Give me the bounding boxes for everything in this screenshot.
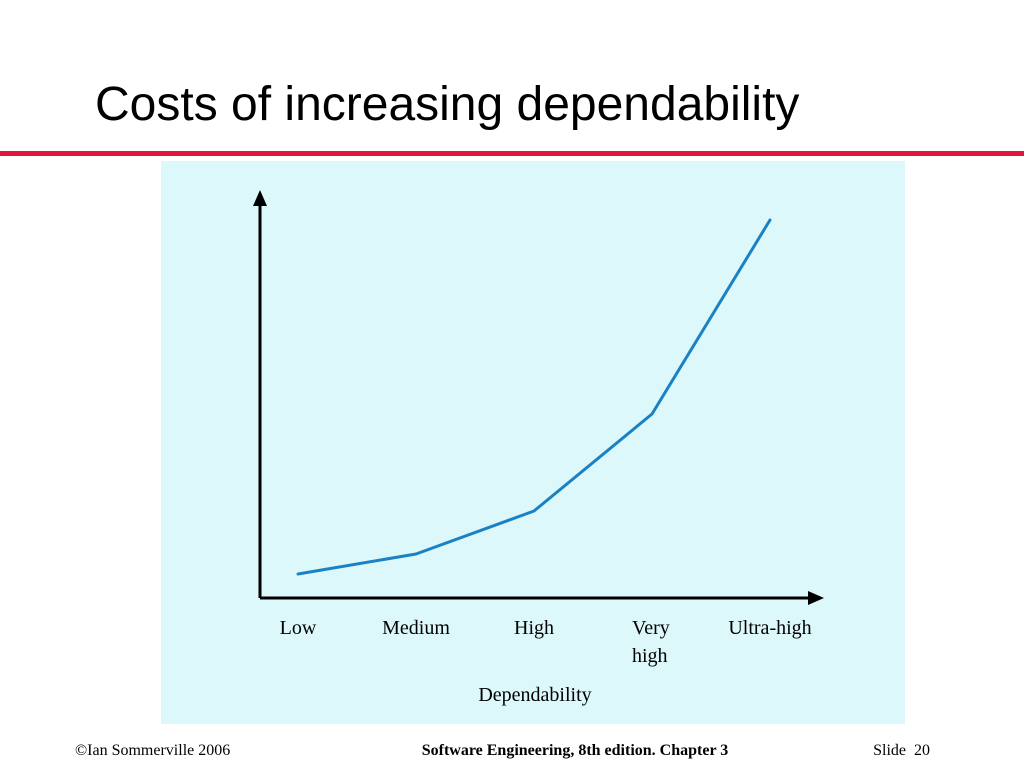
x-tick-label: Medium bbox=[382, 617, 450, 639]
footer-center: Software Engineering, 8th edition. Chapt… bbox=[422, 742, 729, 759]
x-tick-label: Ultra-high bbox=[728, 617, 811, 639]
cost-curve bbox=[296, 218, 772, 576]
footer-left: ©Ian Sommerville 2006 bbox=[75, 742, 230, 759]
y-axis-arrow bbox=[253, 190, 267, 206]
chart-background bbox=[161, 161, 905, 724]
x-tick-label: Very high bbox=[632, 617, 675, 667]
x-axis-label: Dependability bbox=[478, 684, 591, 706]
x-axis-arrow bbox=[808, 591, 824, 605]
label-line: Very bbox=[632, 617, 675, 639]
x-tick-label: High bbox=[514, 617, 554, 639]
title-rule bbox=[0, 151, 1024, 156]
slide-title: Costs of increasing dependability bbox=[95, 78, 799, 131]
x-tick-label: Low bbox=[280, 617, 317, 639]
footer-right: Slide 20 bbox=[873, 742, 930, 759]
label-line: high bbox=[632, 645, 668, 667]
